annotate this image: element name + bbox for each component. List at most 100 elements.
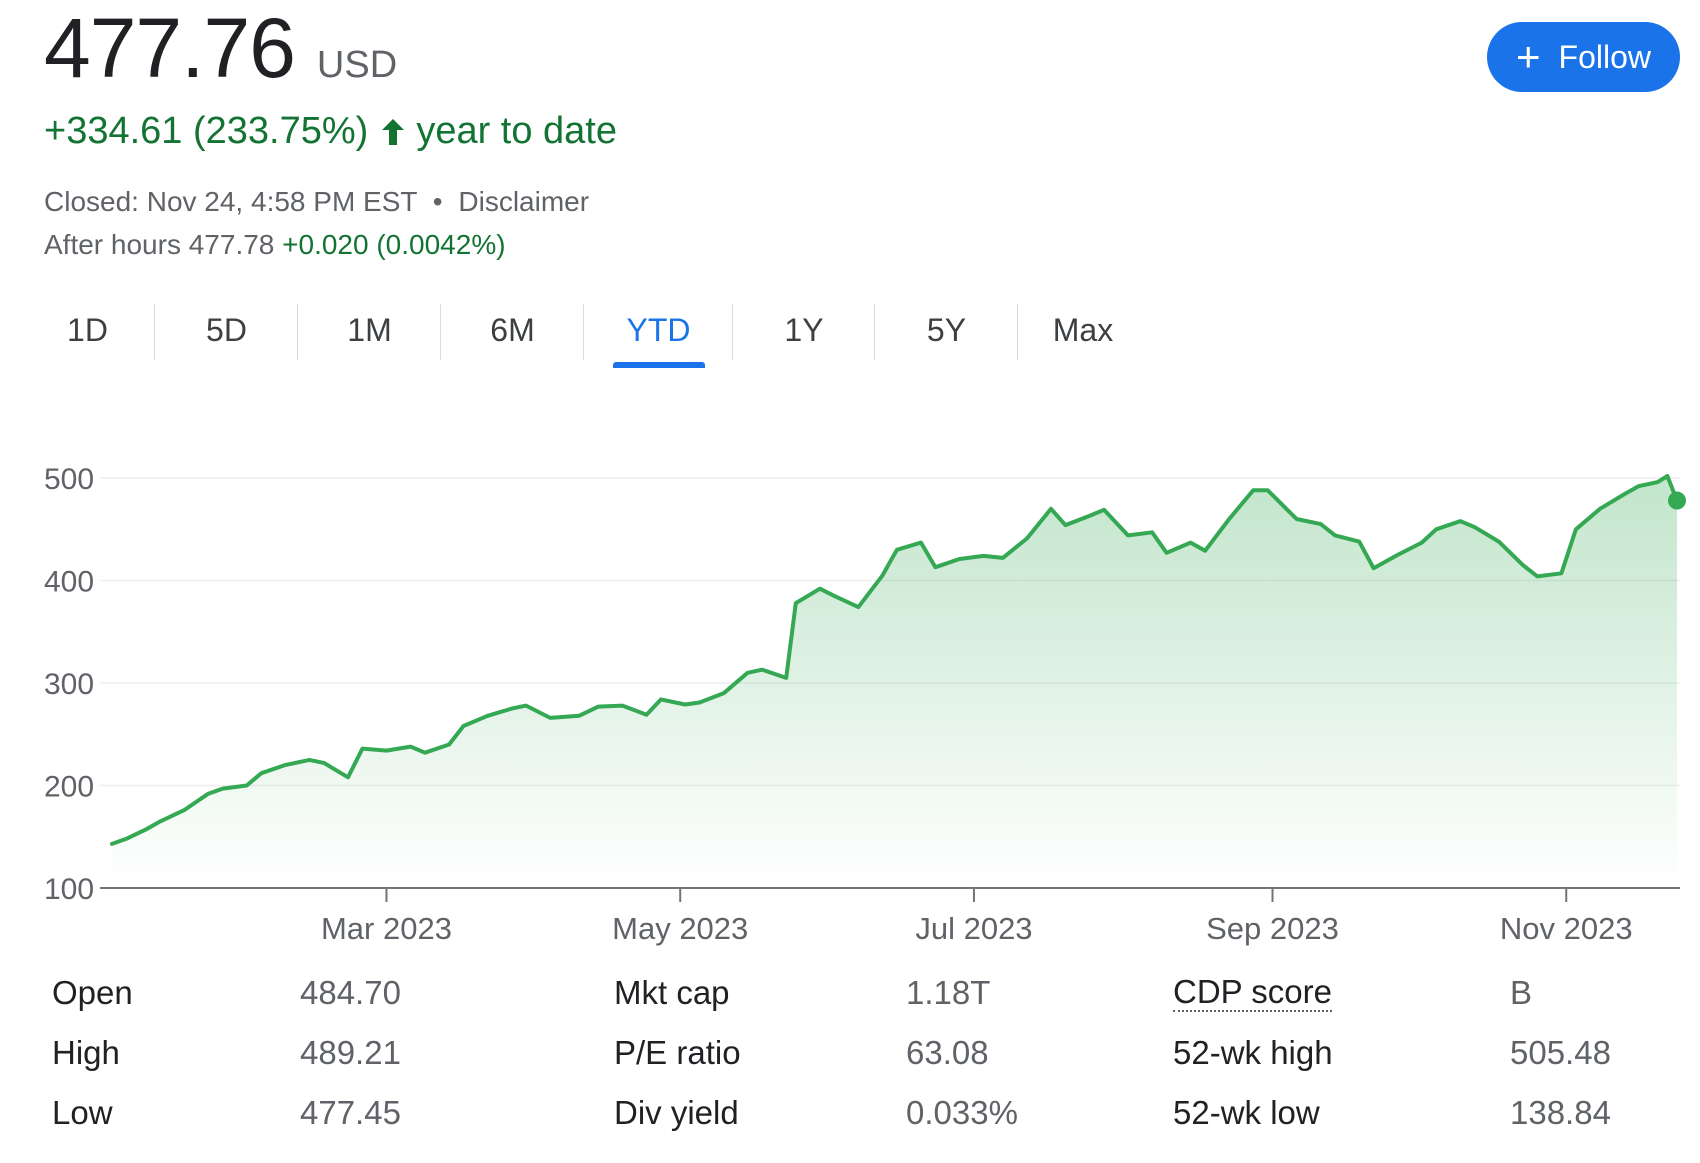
data-point xyxy=(1251,488,1255,492)
data-point xyxy=(832,594,836,598)
stat-label-div-yield: Div yield xyxy=(614,1094,739,1131)
data-point xyxy=(1063,523,1067,527)
data-point xyxy=(384,749,388,753)
data-point xyxy=(158,819,162,823)
stat-label-cdp-score[interactable]: CDP score xyxy=(1173,973,1332,1012)
stat-value-52-wk-high: 505.48 xyxy=(1510,1034,1611,1071)
area-fill xyxy=(112,476,1677,886)
data-point xyxy=(1001,556,1005,560)
disclaimer-link[interactable]: Disclaimer xyxy=(458,186,590,217)
market-status: Closed: Nov 24, 4:58 PM EST • Disclaimer xyxy=(44,186,589,218)
data-point xyxy=(1372,566,1376,570)
stat-label-52-wk-low: 52-wk low xyxy=(1173,1094,1320,1131)
separator-dot: • xyxy=(432,186,443,217)
after-hours: After hours 477.78 +0.020 (0.0042%) xyxy=(44,229,506,261)
series-line xyxy=(110,474,1679,846)
tab-label: 5Y xyxy=(926,311,967,348)
data-point xyxy=(1266,488,1270,492)
data-point xyxy=(1458,519,1462,523)
data-point xyxy=(596,705,600,709)
after-hours-label: After hours xyxy=(44,229,181,260)
data-point xyxy=(645,713,649,717)
price-chart: 100 200 300 400 500 Mar 2023 May 2023 Jul 2023 S… xyxy=(44,463,1686,946)
data-point xyxy=(818,587,822,591)
data-point xyxy=(1636,484,1640,488)
data-point xyxy=(746,671,750,675)
closed-text: Closed: Nov 24, 4:58 PM EST xyxy=(44,186,417,217)
data-point xyxy=(259,771,263,775)
current-price: 477.76 xyxy=(44,1,296,95)
x-tick-label: Mar 2023 xyxy=(321,911,452,946)
data-point xyxy=(1227,517,1231,521)
stat-value-div-yield: 0.033% xyxy=(906,1094,1018,1131)
data-point xyxy=(360,747,364,751)
stat-value-high: 489.21 xyxy=(300,1034,401,1071)
tab-5d[interactable]: 5D xyxy=(155,300,298,360)
data-point xyxy=(1319,522,1323,526)
data-point xyxy=(462,724,466,728)
data-point xyxy=(1102,508,1106,512)
data-point xyxy=(697,700,701,704)
tab-label: 1D xyxy=(67,311,108,348)
y-tick-label: 100 xyxy=(44,873,94,906)
data-point xyxy=(958,557,962,561)
data-point xyxy=(1396,553,1400,557)
data-point xyxy=(486,714,490,718)
change-value: +334.61 (233.75%) xyxy=(44,110,369,152)
tab-1y[interactable]: 1Y xyxy=(733,300,875,360)
data-point xyxy=(760,668,764,672)
data-point xyxy=(1295,517,1299,521)
data-point xyxy=(919,541,923,545)
data-point xyxy=(206,792,210,796)
last-price-dot xyxy=(1668,491,1686,510)
tab-ytd[interactable]: YTD xyxy=(584,300,733,368)
data-point xyxy=(1535,574,1539,578)
stat-value-p-e-ratio: 63.08 xyxy=(906,1034,989,1071)
change-period: year to date xyxy=(416,110,617,152)
tab-6m[interactable]: 6M xyxy=(441,300,584,360)
data-point xyxy=(1622,492,1626,496)
x-tick-label: Nov 2023 xyxy=(1500,911,1633,946)
after-hours-change: +0.020 (0.0042%) xyxy=(282,229,506,260)
stat-value-open: 484.70 xyxy=(300,974,401,1011)
tab-label: 1Y xyxy=(784,311,824,348)
data-point xyxy=(620,704,624,708)
tab-1d[interactable]: 1D xyxy=(20,300,155,360)
data-point xyxy=(982,554,986,558)
tab-label: Max xyxy=(1052,311,1114,348)
data-point xyxy=(1598,507,1602,511)
data-point xyxy=(221,787,225,791)
data-point xyxy=(110,842,114,846)
data-point xyxy=(1434,527,1438,531)
plus-icon: + xyxy=(1516,33,1541,80)
data-point xyxy=(548,716,552,720)
arrow-up-icon xyxy=(380,117,406,147)
data-point xyxy=(182,808,186,812)
x-tick-label: Jul 2023 xyxy=(915,911,1032,946)
follow-button-label: Follow xyxy=(1558,38,1651,75)
x-tick-label: May 2023 xyxy=(612,911,748,946)
tab-1m[interactable]: 1M xyxy=(298,300,441,360)
y-tick-label: 500 xyxy=(44,463,94,496)
after-hours-price: 477.78 xyxy=(188,229,275,260)
data-point xyxy=(895,548,899,552)
data-point xyxy=(144,828,148,832)
data-point xyxy=(1420,541,1424,545)
data-point xyxy=(322,761,326,765)
currency-label: USD xyxy=(316,44,398,86)
price-header: 477.76 USD xyxy=(44,0,397,97)
stat-label-52-wk-high: 52-wk high xyxy=(1173,1034,1333,1071)
data-point xyxy=(577,714,581,718)
data-point xyxy=(1357,540,1361,544)
data-point xyxy=(683,703,687,707)
tab-5y[interactable]: 5Y xyxy=(875,300,1018,360)
data-point xyxy=(346,775,350,779)
follow-button[interactable]: + Follow xyxy=(1487,22,1680,92)
active-tab-indicator xyxy=(612,362,705,368)
data-point xyxy=(722,691,726,695)
data-point xyxy=(1150,530,1154,534)
tab-max[interactable]: Max xyxy=(1018,300,1148,360)
data-point xyxy=(447,743,451,747)
stat-value-mkt-cap: 1.18T xyxy=(906,974,991,1011)
data-point xyxy=(1473,525,1477,529)
